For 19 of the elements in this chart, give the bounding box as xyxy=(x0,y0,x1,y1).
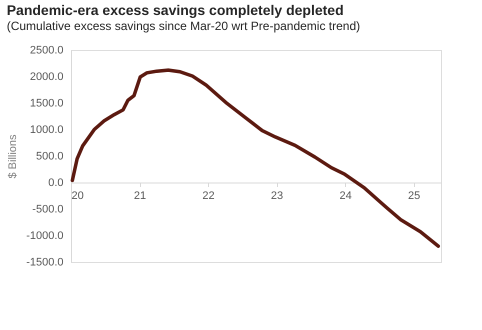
y-tick-label: 500.0 xyxy=(36,150,64,162)
y-tick-label: 0.0 xyxy=(48,177,64,189)
y-tick-label: 1500.0 xyxy=(30,98,64,110)
y-tick-label: 1000.0 xyxy=(30,124,64,136)
line-series xyxy=(70,68,440,248)
y-tick-label: -500.0 xyxy=(32,204,64,216)
x-tick-label: 22 xyxy=(202,190,215,202)
y-tick-label: -1000.0 xyxy=(26,230,64,242)
x-tick-label: 21 xyxy=(134,190,146,202)
y-tick-label: 2500.0 xyxy=(30,44,64,56)
y-axis-title: $ Billions xyxy=(7,134,20,179)
x-tick-label: 20 xyxy=(72,190,84,202)
x-tick-label: 25 xyxy=(408,190,420,202)
chart-subtitle: (Cumulative excess savings since Mar-20 wrt Pre-pandemic trend) xyxy=(6,19,360,33)
x-tick-label: 24 xyxy=(339,190,352,202)
y-tick-label: 2000.0 xyxy=(30,71,64,83)
y-tick-label: -1500.0 xyxy=(26,256,64,268)
x-tick-label: 23 xyxy=(270,190,284,202)
chart-title: Pandemic-era excess savings completely depleted xyxy=(6,2,344,18)
